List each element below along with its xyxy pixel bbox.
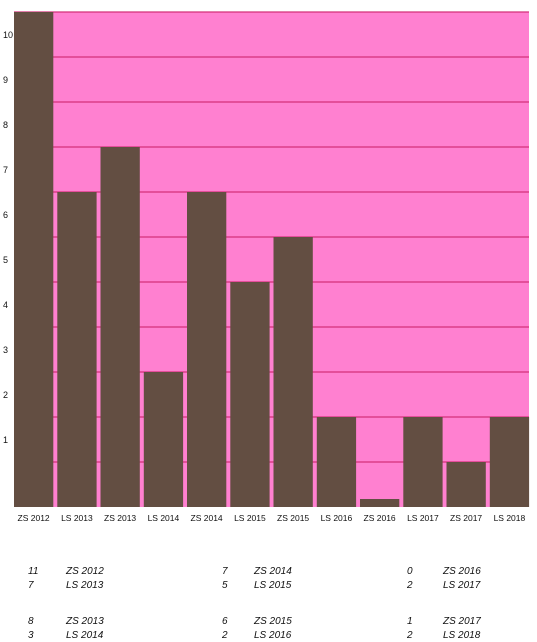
x-tick-label: LS 2014 xyxy=(148,513,180,523)
table-value: 7 xyxy=(28,580,34,591)
table-value: 1 xyxy=(407,616,413,627)
bar xyxy=(143,372,184,507)
table-label: ZS 2017 xyxy=(443,616,481,627)
table-value: 2 xyxy=(222,630,228,641)
y-tick-label: 2 xyxy=(3,390,8,400)
bar xyxy=(446,462,486,507)
x-tick-label: LS 2013 xyxy=(61,513,93,523)
table-value: 2 xyxy=(407,630,413,641)
table-label: LS 2016 xyxy=(254,630,292,641)
bar xyxy=(273,237,313,507)
y-tick-label: 7 xyxy=(3,165,8,175)
table-label: ZS 2013 xyxy=(66,616,104,627)
bar xyxy=(403,417,443,507)
table-label: LS 2014 xyxy=(66,630,104,641)
gridlines xyxy=(14,11,529,463)
bar xyxy=(187,192,227,507)
table-label: ZS 2016 xyxy=(443,566,481,577)
table-value: 5 xyxy=(222,580,228,591)
y-tick-label: 3 xyxy=(3,345,8,355)
bar xyxy=(360,499,400,507)
table-label: LS 2017 xyxy=(443,580,481,591)
bar xyxy=(14,12,54,507)
table-value: 2 xyxy=(407,580,413,591)
table-label: LS 2015 xyxy=(254,580,292,591)
table-value: 3 xyxy=(28,630,34,641)
table-value: 7 xyxy=(222,566,228,577)
table-label: ZS 2015 xyxy=(254,616,292,627)
table-value: 0 xyxy=(407,566,413,577)
x-tick-label: ZS 2017 xyxy=(450,513,482,523)
bar xyxy=(230,282,270,507)
bar xyxy=(57,192,97,507)
table-label: ZS 2014 xyxy=(254,566,292,577)
y-tick-label: 9 xyxy=(3,75,8,85)
bar xyxy=(316,417,357,507)
y-tick-label: 1 xyxy=(3,435,8,445)
y-tick-label: 5 xyxy=(3,255,8,265)
table-value: 11 xyxy=(28,566,39,577)
x-tick-label: LS 2015 xyxy=(234,513,266,523)
y-tick-label: 8 xyxy=(3,120,8,130)
y-tick-label: 6 xyxy=(3,210,8,220)
x-tick-label: ZS 2015 xyxy=(277,513,309,523)
x-axis-ticks: ZS 2012 LS 2013 ZS 2013 LS 2014 ZS 2014 LS 20… xyxy=(18,513,526,523)
bar xyxy=(489,417,530,507)
bar xyxy=(100,147,140,507)
table-value: 6 xyxy=(222,616,228,627)
table-value: 8 xyxy=(28,616,34,627)
y-tick-label: 10 xyxy=(3,30,13,40)
table-label: LS 2013 xyxy=(66,580,104,591)
table-label: LS 2018 xyxy=(443,630,481,641)
x-tick-label: LS 2016 xyxy=(321,513,353,523)
y-tick-label: 4 xyxy=(3,300,8,310)
x-tick-label: LS 2017 xyxy=(407,513,439,523)
table-label: ZS 2012 xyxy=(66,566,104,577)
plot-background xyxy=(14,12,529,507)
x-tick-label: ZS 2014 xyxy=(191,513,223,523)
x-tick-label: ZS 2013 xyxy=(104,513,136,523)
y-axis-ticks: 1234567891011 xyxy=(3,30,13,445)
x-tick-label: ZS 2016 xyxy=(364,513,396,523)
bars xyxy=(14,12,530,507)
x-tick-label: LS 2018 xyxy=(494,513,526,523)
x-tick-label: ZS 2012 xyxy=(18,513,50,523)
